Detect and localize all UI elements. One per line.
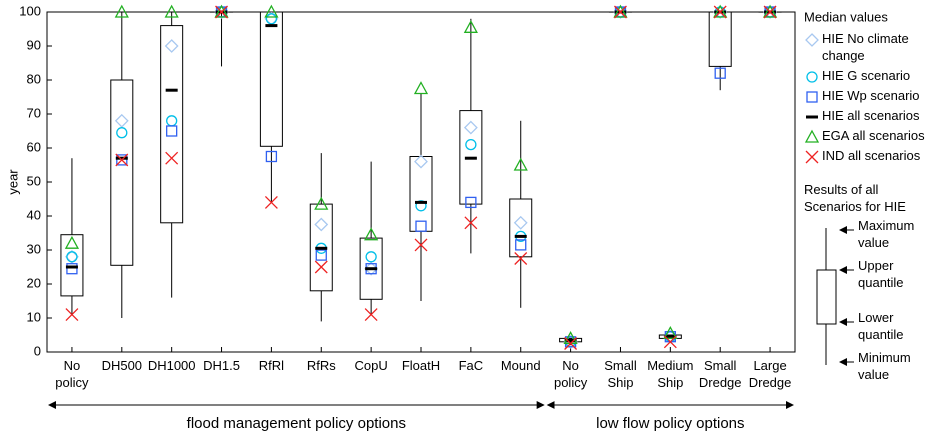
y-tick-label: 70	[27, 105, 41, 120]
y-axis-label: year	[5, 169, 20, 195]
box	[260, 12, 282, 146]
legend-entry: HIE all scenarios	[822, 108, 920, 123]
triangle-marker	[415, 83, 427, 94]
y-tick-label: 40	[27, 207, 41, 222]
circle-marker	[807, 72, 817, 82]
group-label: low flow policy options	[596, 415, 744, 432]
legend-entry: IND all scenarios	[822, 148, 921, 163]
x-tick-label: FloatH	[402, 358, 440, 373]
legend-entry: EGA all scenarios	[822, 128, 925, 143]
y-tick-label: 20	[27, 275, 41, 290]
x-tick-label: DH500	[102, 358, 142, 373]
x-marker	[806, 151, 818, 163]
y-tick-label: 30	[27, 241, 41, 256]
x-tick-label: Mound	[501, 358, 541, 373]
y-tick-label: 100	[19, 3, 41, 18]
y-tick-label: 50	[27, 173, 41, 188]
square-marker	[807, 92, 817, 102]
y-tick-label: 0	[34, 343, 41, 358]
legend-title: Median values	[804, 9, 888, 24]
box	[161, 26, 183, 223]
x-tick-label: CopU	[355, 358, 388, 373]
x-tick-label: DH1000	[148, 358, 196, 373]
box	[111, 80, 133, 265]
box	[709, 12, 731, 66]
legend-box	[817, 270, 836, 324]
x-tick-label: RfRs	[307, 358, 336, 373]
y-tick-label: 10	[27, 309, 41, 324]
y-tick-label: 80	[27, 71, 41, 86]
triangle-marker	[806, 131, 818, 142]
group-label: flood management policy options	[187, 415, 406, 432]
legend-entry: HIE Wp scenario	[822, 88, 920, 103]
x-tick-label: FaC	[459, 358, 484, 373]
legend-entry: HIE G scenario	[822, 68, 910, 83]
diamond-marker	[806, 34, 818, 46]
x-tick-label: DH1.5	[203, 358, 240, 373]
box	[61, 235, 83, 296]
y-tick-label: 90	[27, 37, 41, 52]
y-tick-label: 60	[27, 139, 41, 154]
x-tick-label: RfRl	[259, 358, 284, 373]
